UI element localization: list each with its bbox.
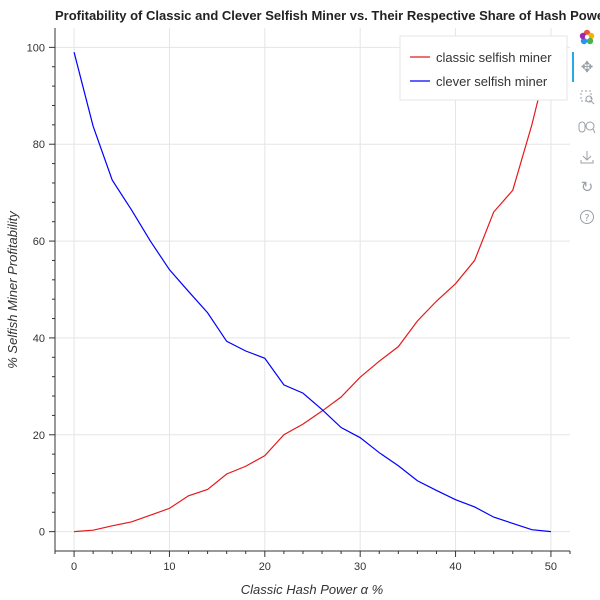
legend-box xyxy=(399,35,568,101)
x-tick-label: 50 xyxy=(545,561,557,573)
help-icon[interactable]: ? xyxy=(576,206,598,228)
x-tick-label: 30 xyxy=(354,561,366,573)
pan-icon[interactable]: ✥ xyxy=(580,58,594,76)
y-tick-label: 100 xyxy=(27,42,45,54)
y-tick-label: 40 xyxy=(33,333,45,345)
series-line-classic xyxy=(74,47,552,533)
reset-icon[interactable]: ↻ xyxy=(580,178,594,196)
svg-text:?: ? xyxy=(584,213,589,224)
x-axis-label: Classic Hash Power α % xyxy=(241,582,384,597)
active-tool-indicator xyxy=(572,52,574,82)
y-ticks: 0 20 40 60 80 100 xyxy=(27,42,55,539)
x-ticks: 0 10 20 30 40 50 xyxy=(54,551,571,573)
x-tick-label: 0 xyxy=(71,561,77,573)
legend-label-clever: clever selfish miner xyxy=(436,74,548,89)
legend: classic selfish miner clever selfish min… xyxy=(399,35,568,101)
box-zoom-icon[interactable] xyxy=(576,86,598,108)
y-tick-label: 0 xyxy=(39,527,45,539)
x-tick-label: 10 xyxy=(163,561,175,573)
y-axis-label: % Selfish Miner Profitability xyxy=(5,210,20,369)
wheel-zoom-icon[interactable] xyxy=(576,116,598,138)
x-tick-label: 40 xyxy=(449,561,461,573)
series-line-clever xyxy=(73,52,551,533)
chart-title: Profitability of Classic and Clever Self… xyxy=(55,8,600,23)
y-tick-label: 20 xyxy=(33,430,45,442)
bokeh-logo-icon[interactable] xyxy=(576,26,598,48)
y-tick-label: 60 xyxy=(33,236,45,248)
axes xyxy=(54,28,570,552)
x-tick-label: 20 xyxy=(259,561,271,573)
save-icon[interactable] xyxy=(576,146,598,168)
series-lines xyxy=(73,47,552,533)
y-tick-label: 80 xyxy=(33,139,45,151)
plot-background xyxy=(55,28,570,551)
legend-label-classic: classic selfish miner xyxy=(436,50,552,65)
